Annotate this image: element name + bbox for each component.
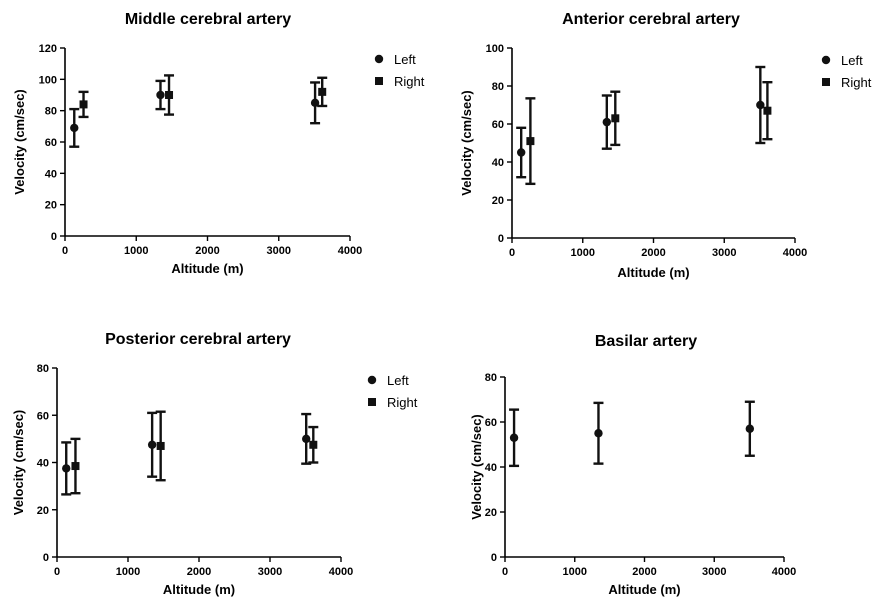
data-point-left (70, 123, 79, 133)
legend-marker-right (822, 78, 830, 86)
y-tick-label: 100 (39, 74, 57, 86)
legend-marker-left (821, 55, 831, 65)
legend-label-right: Right (841, 75, 872, 90)
y-axis-label: Velocity (cm/sec) (11, 410, 26, 516)
y-tick-label: 0 (498, 233, 504, 245)
x-tick-label: 2000 (641, 247, 665, 259)
chart-panel-1: Middle cerebral artery 0 20 40 60 80 100 120 0 10… (12, 11, 425, 276)
y-tick-label: 80 (45, 106, 57, 118)
y-tick-label: 20 (492, 195, 504, 207)
x-tick-label: 2000 (195, 245, 219, 257)
x-tick-label: 1000 (571, 247, 595, 259)
legend-marker-left (367, 375, 377, 385)
data-point-series-1 (509, 433, 519, 442)
data-point-left (310, 98, 320, 108)
y-tick-label: 40 (485, 462, 497, 474)
data-point-right (71, 462, 80, 471)
y-tick-label: 40 (45, 168, 57, 180)
y-tick-label: 0 (51, 231, 57, 243)
x-tick-label: 0 (54, 566, 60, 578)
data-point-left (756, 100, 765, 110)
data-point-right (79, 100, 88, 109)
y-tick-label: 60 (492, 119, 504, 131)
data-point-left (147, 440, 157, 449)
x-axis-label: Altitude (m) (163, 582, 235, 597)
legend-marker-right (375, 77, 383, 85)
chart-title: Middle cerebral artery (125, 11, 291, 28)
data-point-series-1 (745, 424, 755, 433)
x-tick-label: 4000 (772, 566, 796, 578)
x-tick-label: 4000 (329, 566, 353, 578)
x-tick-label: 3000 (702, 566, 726, 578)
y-tick-label: 40 (492, 157, 504, 169)
legend-label-right: Right (387, 395, 418, 410)
legend-label-left: Left (841, 53, 863, 68)
y-axis-label: Velocity (cm/sec) (12, 89, 27, 195)
x-tick-label: 2000 (632, 566, 656, 578)
data-point-right (526, 137, 535, 146)
data-point-left (156, 90, 165, 100)
chart-title: Posterior cerebral artery (105, 331, 291, 348)
y-tick-label: 100 (486, 43, 504, 55)
data-point-left (62, 464, 71, 473)
data-point-right (156, 441, 165, 450)
data-point-right (318, 87, 327, 96)
x-tick-label: 0 (502, 566, 508, 578)
x-tick-label: 2000 (187, 566, 211, 578)
y-tick-label: 20 (485, 507, 497, 519)
x-axis-label: Altitude (m) (617, 265, 689, 280)
x-tick-label: 4000 (338, 245, 362, 257)
y-axis-label: Velocity (cm/sec) (459, 90, 474, 196)
legend-label-left: Left (387, 373, 409, 388)
chart-title: Basilar artery (595, 333, 697, 350)
x-axis-label: Altitude (m) (608, 582, 680, 597)
y-tick-label: 20 (45, 200, 57, 212)
data-point-right (165, 91, 174, 99)
chart-panel-3: Posterior cerebral artery 0 20 40 60 80 0 1000 2… (11, 331, 418, 597)
y-tick-label: 0 (491, 552, 497, 564)
data-point-series-1 (594, 429, 603, 438)
legend-marker-left (374, 54, 384, 64)
x-tick-label: 0 (62, 245, 68, 257)
x-tick-label: 1000 (124, 245, 148, 257)
y-tick-label: 40 (37, 458, 49, 470)
data-point-right (763, 106, 772, 115)
y-tick-label: 60 (485, 417, 497, 429)
x-tick-label: 3000 (267, 245, 291, 257)
x-tick-label: 3000 (712, 247, 736, 259)
x-axis-label: Altitude (m) (171, 261, 243, 276)
y-tick-label: 20 (37, 505, 49, 517)
y-tick-label: 60 (37, 410, 49, 422)
x-tick-label: 0 (509, 247, 515, 259)
legend-label-left: Left (394, 52, 416, 67)
x-tick-label: 4000 (783, 247, 807, 259)
y-tick-label: 120 (39, 43, 57, 55)
y-tick-label: 60 (45, 137, 57, 149)
data-point-left (516, 148, 526, 157)
data-point-right (309, 440, 318, 449)
x-tick-label: 3000 (258, 566, 282, 578)
chart-panel-4: Basilar artery 0 20 40 60 80 0 1000 2000 3000 4000… (469, 333, 796, 597)
y-tick-label: 0 (43, 552, 49, 564)
legend-label-right: Right (394, 74, 425, 89)
y-tick-label: 80 (485, 372, 497, 384)
y-tick-label: 80 (492, 81, 504, 93)
legend-marker-right (368, 398, 376, 406)
x-tick-label: 1000 (116, 566, 140, 578)
data-point-left (602, 117, 612, 127)
chart-title: Anterior cerebral artery (562, 11, 740, 28)
y-tick-label: 80 (37, 363, 49, 375)
data-point-right (611, 114, 620, 123)
data-point-left (302, 434, 311, 444)
y-axis-label: Velocity (cm/sec) (469, 414, 484, 520)
x-tick-label: 1000 (563, 566, 587, 578)
